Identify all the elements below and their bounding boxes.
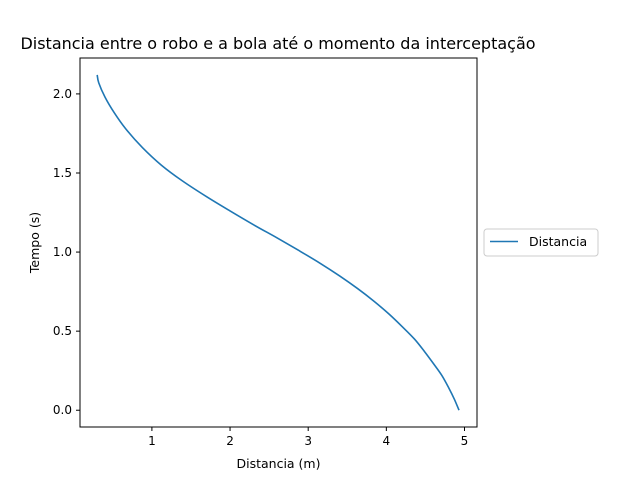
- y-tick-label: 1.0: [53, 245, 72, 259]
- y-tick-label: 1.5: [53, 166, 72, 180]
- series-line-distancia: [96, 74, 460, 411]
- y-axis-label: Tempo (s): [27, 212, 42, 274]
- x-axis-ticks: 1 2 3 4 5: [148, 427, 468, 448]
- chart-title: Distancia entre o robo e a bola até o mo…: [20, 34, 535, 53]
- x-axis-label: Distancia (m): [236, 456, 320, 471]
- y-tick-label: 0.0: [53, 403, 72, 417]
- x-tick-label: 3: [304, 434, 312, 448]
- legend: Distancia: [483, 228, 599, 257]
- legend-box: [483, 228, 599, 257]
- y-tick-label: 2.0: [53, 87, 72, 101]
- x-tick-label: 5: [461, 434, 469, 448]
- x-tick-label: 4: [383, 434, 391, 448]
- x-tick-label: 1: [148, 434, 156, 448]
- plot-area: 1 2 3 4 5 0.0 0.5 1.0 1.5 2.0: [53, 57, 478, 448]
- y-tick-label: 0.5: [53, 324, 72, 338]
- y-axis-ticks: 0.0 0.5 1.0 1.5 2.0: [53, 87, 80, 417]
- plot-frame: [79, 57, 478, 428]
- x-tick-label: 2: [226, 434, 234, 448]
- legend-label-distancia: Distancia: [529, 234, 587, 249]
